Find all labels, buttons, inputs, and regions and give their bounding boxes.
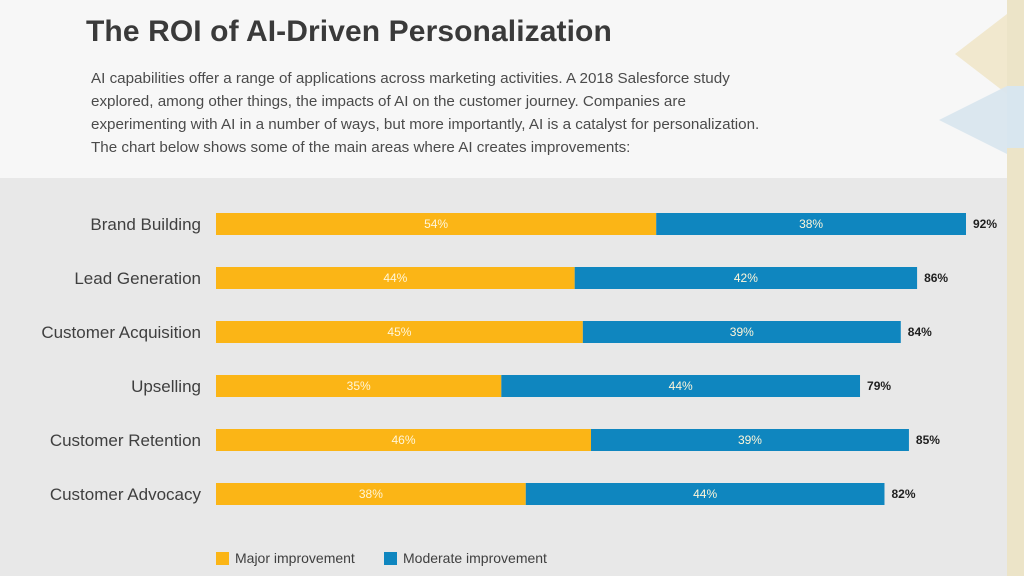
legend-swatch-moderate — [384, 551, 397, 565]
decorative-triangle-yellow — [955, 14, 1007, 94]
major-improvement-value-label: 44% — [383, 271, 407, 285]
intro-line-3: experimenting with AI in a number of way… — [91, 116, 760, 133]
total-value-label: 84% — [908, 325, 932, 339]
header-panel: The ROI of AI-Driven Personalization AI … — [0, 0, 1007, 178]
intro-line-4: The chart below shows some of the main a… — [91, 139, 631, 156]
chart-svg: Brand Building 54% 38% 92% Lead Generation 44… — [41, 213, 997, 505]
moderate-improvement-value-label: 38% — [799, 217, 823, 231]
right-edge-blue-band — [1007, 86, 1024, 148]
intro-paragraph: AI capabilities offer a range of applica… — [91, 67, 926, 159]
moderate-improvement-bar — [525, 483, 885, 505]
stacked-bar-chart: Brand Building 54% 38% 92% Lead Generation 44… — [0, 178, 1007, 576]
total-value-label: 86% — [924, 271, 948, 285]
intro-line-2: explored, among other things, the impact… — [91, 93, 686, 110]
category-label: Upselling — [131, 377, 201, 396]
moderate-improvement-value-label: 42% — [734, 271, 758, 285]
moderate-improvement-value-label: 39% — [730, 325, 754, 339]
major-improvement-bar — [216, 483, 526, 505]
category-label: Brand Building — [90, 215, 201, 234]
category-label: Customer Retention — [50, 431, 201, 450]
moderate-improvement-bar — [582, 321, 901, 343]
category-label: Lead Generation — [74, 269, 201, 288]
category-label: Customer Acquisition — [41, 323, 201, 342]
moderate-improvement-bar — [574, 267, 918, 289]
major-improvement-value-label: 38% — [359, 487, 383, 501]
total-value-label: 92% — [973, 217, 997, 231]
moderate-improvement-value-label: 44% — [693, 487, 717, 501]
category-label: Customer Advocacy — [50, 485, 202, 504]
major-improvement-value-label: 45% — [387, 325, 411, 339]
right-edge-strip — [1007, 0, 1024, 576]
moderate-improvement-value-label: 44% — [669, 379, 693, 393]
legend-item-major: Major improvement — [216, 550, 355, 566]
intro-line-1: AI capabilities offer a range of applica… — [91, 70, 730, 87]
major-improvement-value-label: 35% — [347, 379, 371, 393]
moderate-improvement-bar — [656, 213, 966, 235]
major-improvement-value-label: 46% — [391, 433, 415, 447]
legend-item-moderate: Moderate improvement — [384, 550, 547, 566]
major-improvement-value-label: 54% — [424, 217, 448, 231]
legend-swatch-major — [216, 551, 229, 565]
major-improvement-bar — [216, 267, 575, 289]
legend-label-major: Major improvement — [235, 550, 355, 566]
page-title: The ROI of AI-Driven Personalization — [86, 15, 612, 48]
major-improvement-bar — [216, 213, 657, 235]
total-value-label: 85% — [916, 433, 940, 447]
moderate-improvement-bar — [591, 429, 909, 451]
decorative-triangle-blue — [939, 86, 1007, 154]
total-value-label: 82% — [891, 487, 915, 501]
major-improvement-bar — [216, 321, 583, 343]
total-value-label: 79% — [867, 379, 891, 393]
legend-label-moderate: Moderate improvement — [403, 550, 547, 566]
major-improvement-bar — [216, 375, 502, 397]
moderate-improvement-value-label: 39% — [738, 433, 762, 447]
moderate-improvement-bar — [501, 375, 861, 397]
major-improvement-bar — [216, 429, 591, 451]
